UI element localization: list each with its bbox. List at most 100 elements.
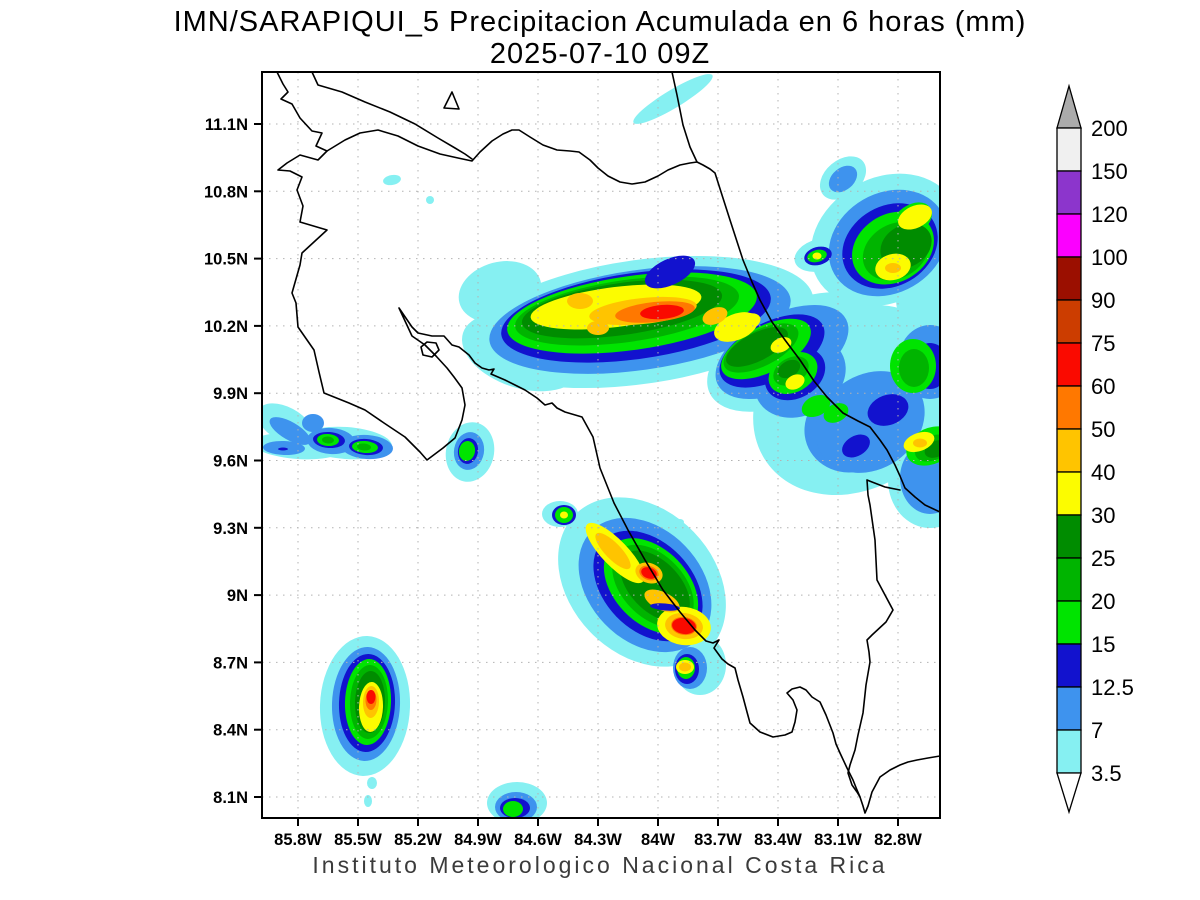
precip-cell xyxy=(567,293,593,309)
colorbar-label: 150 xyxy=(1091,159,1128,184)
colorbar-label: 30 xyxy=(1091,503,1115,528)
x-tick-label: 84.3W xyxy=(574,831,622,849)
y-tick-label: 10.5N xyxy=(204,251,248,269)
precip-cell xyxy=(777,359,801,379)
y-tick-label: 8.7N xyxy=(213,654,248,672)
precip-cell xyxy=(641,567,657,579)
precip-cell xyxy=(842,434,870,458)
precip-cell xyxy=(278,447,288,451)
precip-cell xyxy=(801,394,831,418)
precip-cell xyxy=(302,414,324,432)
precip-cell xyxy=(367,777,377,789)
chart-title: IMN/SARAPIQUI_5 Precipitacion Acumulada … xyxy=(173,6,1027,38)
colorbar-label: 75 xyxy=(1091,331,1115,356)
colorbar-label: 100 xyxy=(1091,245,1128,270)
colorbar: 200 150 120 100 90 75 60 50 40 30 25 20 15 12.5 7 3.5 xyxy=(1056,83,1134,815)
precip-cell xyxy=(357,443,371,451)
x-tick-label: 83.7W xyxy=(694,831,742,849)
precip-cell xyxy=(885,263,901,273)
colorbar-label: 60 xyxy=(1091,374,1115,399)
chart-subtitle: 2025-07-10 09Z xyxy=(489,38,711,70)
colorbar-label: 200 xyxy=(1091,116,1128,141)
colorbar-segment xyxy=(1056,428,1082,473)
precip-cell xyxy=(726,327,788,367)
y-tick-label: 11.1N xyxy=(205,116,248,134)
colorbar-arrow-over xyxy=(1056,83,1082,129)
precip-cell xyxy=(503,801,523,817)
pacific-coastline xyxy=(276,72,940,814)
precip-cell xyxy=(913,438,927,448)
colorbar-segment xyxy=(1056,256,1082,301)
precip-cell xyxy=(640,304,684,320)
axes-layer: 85.8W 85.5W 85.2W 84.9W 84.6W 84.3W 84W 83.7W 83… xyxy=(204,116,922,849)
colorbar-segment xyxy=(1056,170,1082,215)
x-tick-label: 82.8W xyxy=(874,831,922,849)
x-tick-label: 84.6W xyxy=(514,831,562,849)
y-tick-label: 9N xyxy=(227,587,248,605)
x-tick-label: 84.9W xyxy=(454,831,502,849)
plot-frame xyxy=(261,71,941,819)
colorbar-arrow-under xyxy=(1056,772,1082,815)
precip-cell xyxy=(898,204,932,230)
x-tick-label: 85.8W xyxy=(274,831,322,849)
lake-nicaragua-shore xyxy=(311,72,473,160)
y-tick-label: 10.2N xyxy=(204,318,248,336)
colorbar-label: 90 xyxy=(1091,288,1115,313)
colorbar-segment xyxy=(1056,729,1082,774)
x-tick-label: 83.4W xyxy=(754,831,802,849)
precip-cell xyxy=(812,252,822,260)
y-tick-label: 8.1N xyxy=(213,789,248,807)
precip-cell xyxy=(426,196,434,204)
precip-cell xyxy=(823,403,849,423)
colorbar-label: 120 xyxy=(1091,202,1128,227)
precipitation-layer xyxy=(262,74,940,818)
precip-cell xyxy=(644,255,696,289)
precip-cell xyxy=(828,165,858,193)
precip-cell xyxy=(735,313,761,331)
graticule-layer xyxy=(262,72,940,818)
precip-cell xyxy=(785,374,805,390)
colorbar-label: 25 xyxy=(1091,546,1115,571)
colorbar-segment xyxy=(1056,385,1082,430)
colorbar-segment xyxy=(1056,514,1082,559)
colorbar-segment xyxy=(1056,557,1082,602)
panama-border xyxy=(847,479,901,798)
coastline-layer xyxy=(276,72,940,814)
precip-cell xyxy=(702,307,728,325)
y-tick-label: 8.4N xyxy=(213,722,248,740)
precip-cell xyxy=(383,174,401,186)
x-tick-label: 83.1W xyxy=(814,831,862,849)
precip-cell xyxy=(366,690,376,704)
precip-cell xyxy=(679,662,691,672)
colorbar-label: 20 xyxy=(1091,589,1115,614)
y-tick-label: 9.9N xyxy=(213,385,248,403)
precip-cell xyxy=(269,417,311,445)
precip-cell xyxy=(587,321,609,335)
colorbar-segment xyxy=(1056,643,1082,688)
colorbar-segment xyxy=(1056,600,1082,645)
nicaragua-border xyxy=(326,129,698,185)
precip-cell xyxy=(633,74,713,124)
x-tick-label: 84W xyxy=(641,831,675,849)
x-tick-label: 85.5W xyxy=(334,831,382,849)
colorbar-label: 50 xyxy=(1091,417,1115,442)
colorbar-segment xyxy=(1056,213,1082,258)
colorbar-segment xyxy=(1056,686,1082,731)
colorbar-segment xyxy=(1056,342,1082,387)
precip-cell xyxy=(322,436,334,444)
colorbar-label: 7 xyxy=(1091,718,1103,743)
colorbar-segment xyxy=(1056,299,1082,344)
colorbar-label: 15 xyxy=(1091,632,1115,657)
y-tick-label: 9.3N xyxy=(213,520,248,538)
chira-island xyxy=(420,341,440,358)
colorbar-segment xyxy=(1056,471,1082,516)
chart-footer: Instituto Meteorologico Nacional Costa R… xyxy=(312,852,888,878)
colorbar-label: 12.5 xyxy=(1091,675,1134,700)
precip-cell xyxy=(560,511,568,519)
colorbar-label: 40 xyxy=(1091,460,1115,485)
y-tick-label: 10.8N xyxy=(204,183,248,201)
y-tick-label: 9.6N xyxy=(213,453,248,471)
x-tick-label: 85.2W xyxy=(394,831,442,849)
colorbar-segment xyxy=(1056,127,1082,172)
